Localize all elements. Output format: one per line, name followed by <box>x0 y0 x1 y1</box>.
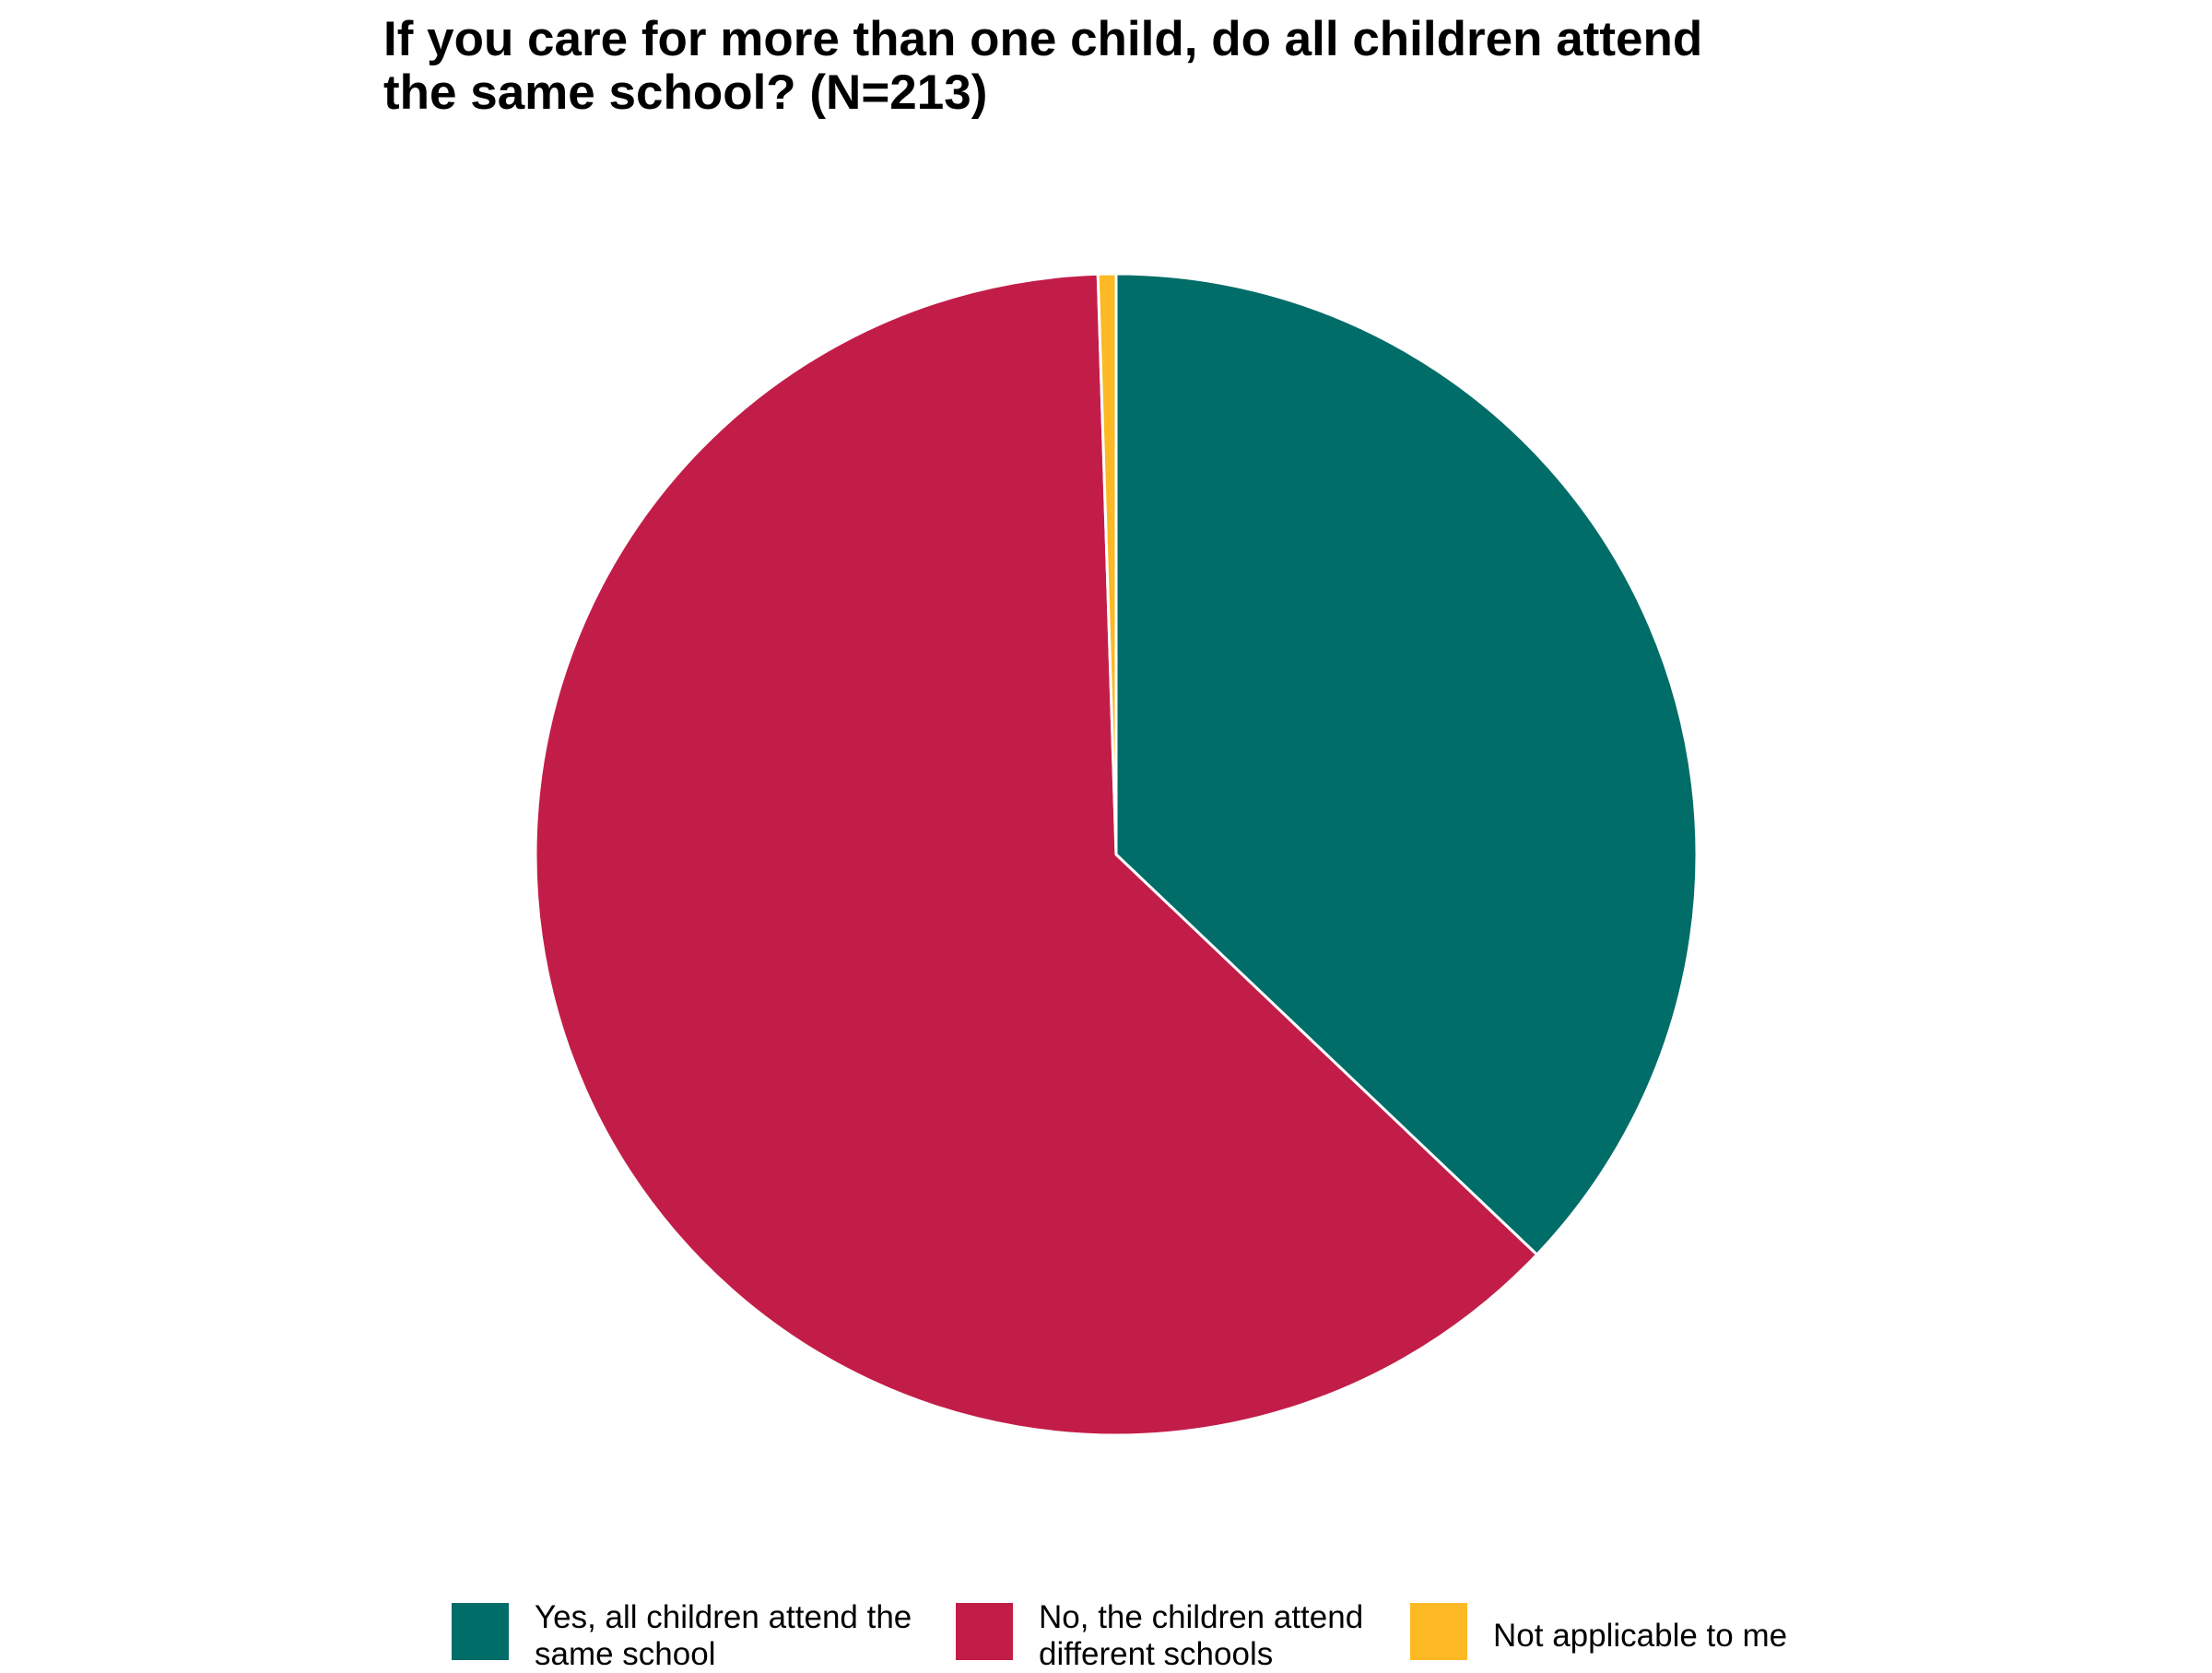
legend-label-not-applicable-line-1: Not applicable to me <box>1493 1618 1788 1654</box>
legend-label-no-line-1: No, the children attend <box>1039 1599 1364 1635</box>
legend-label-not-applicable: Not applicable to me <box>1493 1618 1787 1655</box>
chart-title-line-2: the same school? (N=213) <box>383 65 988 120</box>
pie-slice-not-applicable <box>1096 272 1118 856</box>
legend-item-not-applicable: Not applicable to me <box>1410 1585 1871 1660</box>
pie-slices <box>534 272 1699 1437</box>
legend-swatch-not-applicable <box>1410 1603 1467 1660</box>
chart-title-line-1: If you care for more than one child, do … <box>383 12 1703 66</box>
legend: Yes, all children attend the same school… <box>0 1585 2212 1672</box>
pie-slice-yes-same-school <box>1114 272 1699 1256</box>
legend-label-yes-line-2: same school <box>535 1636 716 1672</box>
chart-title: If you care for more than one child, do … <box>383 13 1858 120</box>
pie-slice-no-different-schools <box>534 272 1539 1437</box>
legend-label-yes: Yes, all children attend the same school <box>535 1599 912 1673</box>
legend-item-no-different-schools: No, the children attend different school… <box>956 1585 1453 1672</box>
legend-label-yes-line-1: Yes, all children attend the <box>535 1599 912 1635</box>
legend-swatch-no <box>956 1603 1013 1660</box>
legend-label-no-line-2: different schools <box>1039 1636 1274 1672</box>
legend-item-yes-same-school: Yes, all children attend the same school <box>452 1585 949 1672</box>
legend-swatch-yes <box>452 1603 509 1660</box>
legend-label-no: No, the children attend different school… <box>1039 1599 1363 1673</box>
